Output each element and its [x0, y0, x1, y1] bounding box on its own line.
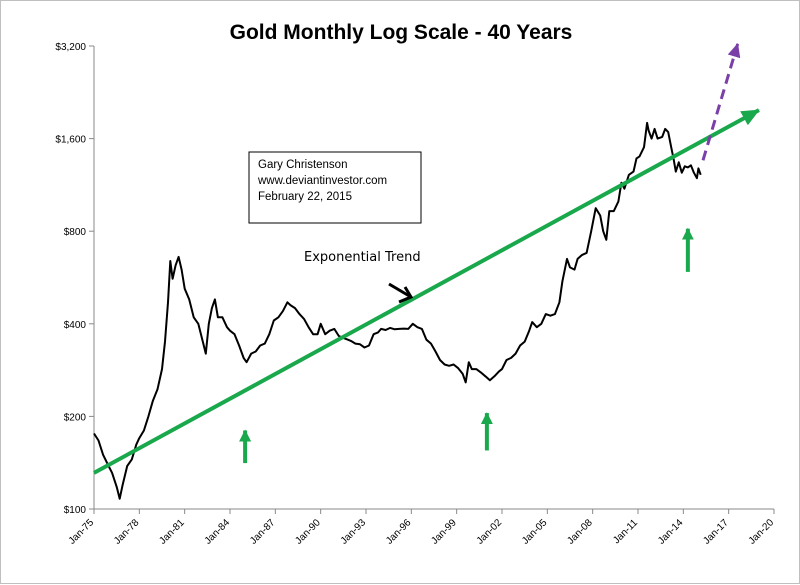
x-tick-label: Jan-75 — [67, 517, 97, 547]
arrow-group — [239, 227, 694, 464]
x-tick-label: Jan-14 — [656, 517, 686, 547]
credit-line-site: www.deviantinvestor.com — [257, 175, 387, 187]
x-tick-label: Jan-93 — [339, 517, 369, 547]
x-tick-labels: Jan-75 Jan-78 Jan-81 Jan-84 Jan-87 Jan-90 Jan-… — [67, 509, 777, 547]
x-tick-label: Jan-02 — [475, 517, 505, 547]
x-tick-label: Jan-11 — [611, 517, 640, 546]
exponential-trend-label: Exponential Trend — [304, 250, 421, 265]
credit-box: Gary Christenson www.deviantinvestor.com… — [248, 151, 422, 224]
credit-line-author: Gary Christenson — [258, 159, 347, 171]
x-tick-label: Jan-08 — [565, 517, 595, 547]
x-tick-label: Jan-90 — [293, 517, 323, 547]
annotation-pointer-arrow — [388, 282, 414, 304]
x-tick-label: Jan-84 — [203, 517, 233, 547]
x-tick-label: Jan-20 — [747, 517, 777, 547]
x-tick-label: Jan-87 — [248, 517, 278, 547]
x-tick-label: Jan-99 — [429, 517, 459, 547]
y-tick-labels: $100 $200 $400 $800 $1,600 $3,200 — [55, 42, 94, 516]
series-group — [93, 42, 760, 500]
y-tick-label: $400 — [64, 320, 87, 331]
x-tick-label: Jan-17 — [701, 517, 731, 547]
y-tick-label: $3,200 — [55, 42, 86, 53]
x-tick-label: Jan-81 — [157, 517, 187, 547]
axes — [93, 46, 774, 510]
x-tick-label: Jan-96 — [384, 517, 414, 547]
credit-line-date: February 22, 2015 — [258, 191, 352, 203]
projected-trend-line — [701, 42, 741, 161]
y-tick-label: $100 — [64, 505, 87, 516]
y-tick-label: $1,600 — [55, 135, 86, 146]
y-tick-label: $800 — [64, 227, 87, 238]
x-tick-label: Jan-05 — [520, 517, 550, 547]
chart-title: Gold Monthly Log Scale - 40 Years — [230, 21, 573, 44]
x-tick-label: Jan-78 — [112, 517, 142, 547]
exponential-trend-line — [93, 108, 760, 475]
y-tick-label: $200 — [64, 412, 87, 423]
